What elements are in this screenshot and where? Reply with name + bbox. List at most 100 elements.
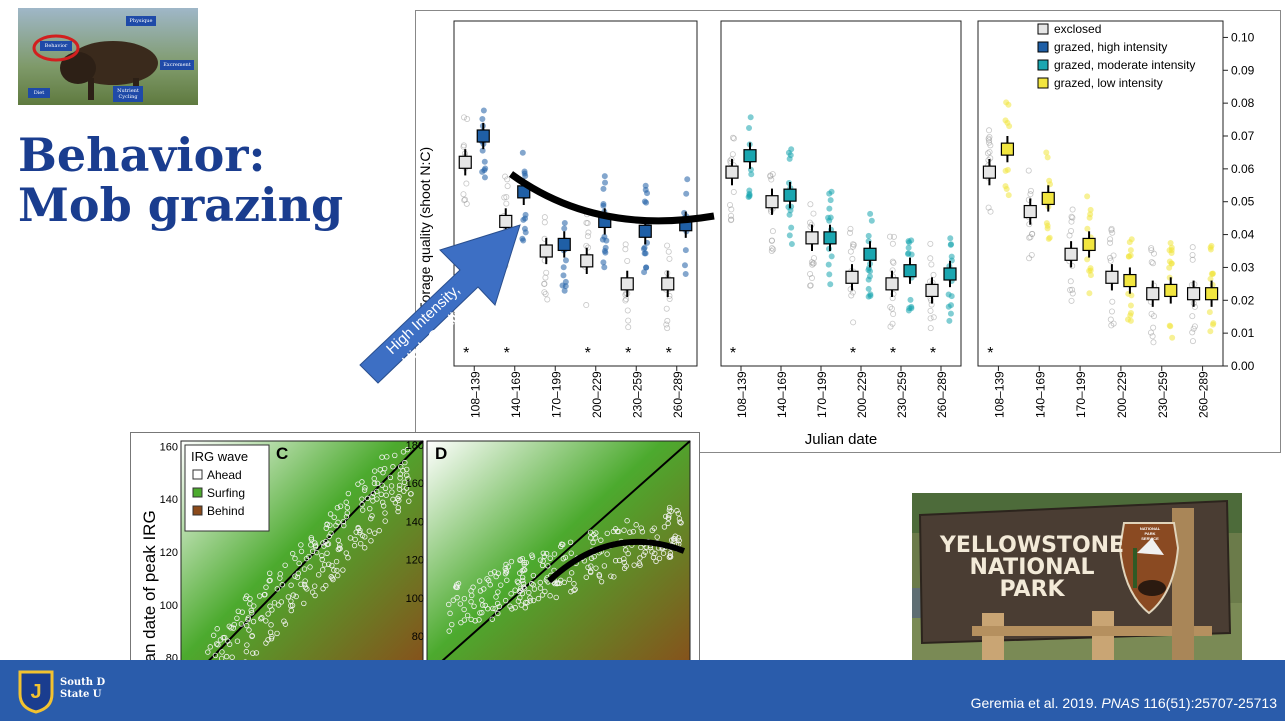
irg-point	[249, 633, 255, 640]
irg-y-tick-label: 100	[406, 593, 424, 605]
forage-raw-point	[625, 324, 632, 331]
forage-raw-point	[728, 212, 735, 219]
irg-legend-label: Surfing	[207, 486, 245, 500]
irg-point	[672, 533, 678, 539]
forage-raw-point	[1189, 244, 1196, 251]
forage-raw-point	[541, 219, 548, 226]
irg-y-tick-label: 160	[160, 441, 178, 453]
irg-point	[327, 511, 334, 517]
forage-raw-point	[728, 206, 735, 213]
significance-star: *	[463, 345, 469, 362]
irg-point	[671, 536, 678, 542]
forage-raw-point	[643, 264, 650, 271]
nps-badge-line-3: SERVICE	[1141, 536, 1159, 541]
irg-point	[512, 604, 518, 611]
forage-raw-point	[665, 248, 672, 255]
forage-raw-point	[544, 296, 551, 303]
irg-point	[397, 475, 403, 481]
y-tick-label: 0.05	[1231, 195, 1255, 209]
forage-raw-point	[905, 251, 912, 258]
forage-raw-point	[584, 233, 591, 240]
irg-point	[271, 600, 278, 606]
irg-point	[447, 610, 453, 617]
irg-point	[362, 545, 368, 551]
irg-point	[477, 610, 483, 616]
forage-raw-point	[641, 244, 648, 251]
forage-raw-point	[664, 242, 671, 249]
irg-point	[404, 472, 410, 479]
irg-wave-chart: 8010012014016080100120140160CMule deer60…	[140, 440, 695, 720]
significance-star: *	[585, 345, 591, 362]
irg-point	[292, 555, 298, 562]
forage-raw-point	[601, 173, 608, 180]
irg-point	[396, 482, 403, 489]
forage-raw-point	[1189, 256, 1196, 263]
forage-raw-point	[984, 150, 991, 157]
legend-swatch	[1037, 41, 1049, 53]
irg-point	[266, 570, 273, 576]
forage-mean-square	[1041, 191, 1055, 206]
irg-point	[491, 569, 498, 575]
forage-raw-point	[1191, 303, 1198, 310]
forage-raw-point	[643, 199, 650, 206]
irg-point	[398, 464, 404, 470]
irg-point	[298, 581, 304, 588]
forage-raw-point	[541, 289, 548, 296]
irg-point	[302, 578, 308, 584]
irg-y-tick-label: 120	[406, 555, 424, 567]
irg-point	[665, 515, 671, 521]
irg-point	[479, 609, 485, 616]
forage-raw-point	[1206, 309, 1213, 316]
irg-point	[341, 522, 347, 529]
irg-point	[537, 585, 544, 591]
irg-point	[625, 550, 631, 557]
irg-point	[668, 537, 675, 543]
forage-raw-point	[601, 264, 608, 271]
forage-raw-point	[948, 253, 955, 260]
forage-raw-point	[1107, 257, 1114, 264]
irg-point	[468, 598, 474, 605]
forage-raw-point	[602, 244, 609, 251]
significance-star: *	[504, 345, 510, 362]
forage-mean-square	[1000, 142, 1015, 156]
forage-raw-point	[786, 155, 793, 162]
forage-raw-point	[827, 197, 834, 204]
forage-raw-point	[1003, 185, 1010, 192]
irg-point	[471, 603, 477, 610]
irg-point	[344, 510, 351, 516]
irg-point	[336, 545, 343, 551]
irg-point	[308, 536, 315, 543]
forage-raw-point	[1150, 324, 1157, 331]
x-tick-label: 200–229	[1115, 371, 1129, 418]
forage-raw-point	[808, 275, 815, 282]
irg-point	[598, 578, 605, 585]
irg-point	[219, 649, 225, 655]
irg-point	[392, 452, 398, 459]
irg-point	[637, 555, 643, 561]
irg-point	[528, 581, 535, 587]
irg-point	[355, 525, 361, 532]
forage-mean-square	[1164, 283, 1178, 298]
irg-point	[389, 489, 395, 495]
irg-point	[244, 642, 250, 648]
irg-point	[639, 528, 646, 535]
irg-point	[343, 513, 350, 520]
irg-point	[380, 503, 387, 509]
irg-point	[667, 550, 674, 556]
forage-raw-point	[768, 176, 775, 183]
irg-point	[494, 600, 501, 607]
irg-point	[515, 579, 521, 586]
irg-point	[514, 578, 521, 585]
irg-point	[335, 537, 342, 544]
park-sign-line-3: PARK	[999, 577, 1065, 602]
forage-raw-point	[1044, 154, 1051, 161]
forage-raw-point	[1069, 206, 1076, 213]
irg-point	[651, 525, 657, 531]
forage-raw-point	[622, 246, 629, 253]
forage-raw-point	[1005, 192, 1012, 199]
irg-point	[374, 488, 380, 495]
x-tick-label: 260–289	[671, 371, 685, 418]
irg-point	[571, 581, 577, 587]
irg-point	[268, 635, 275, 642]
forage-raw-point	[727, 217, 734, 224]
